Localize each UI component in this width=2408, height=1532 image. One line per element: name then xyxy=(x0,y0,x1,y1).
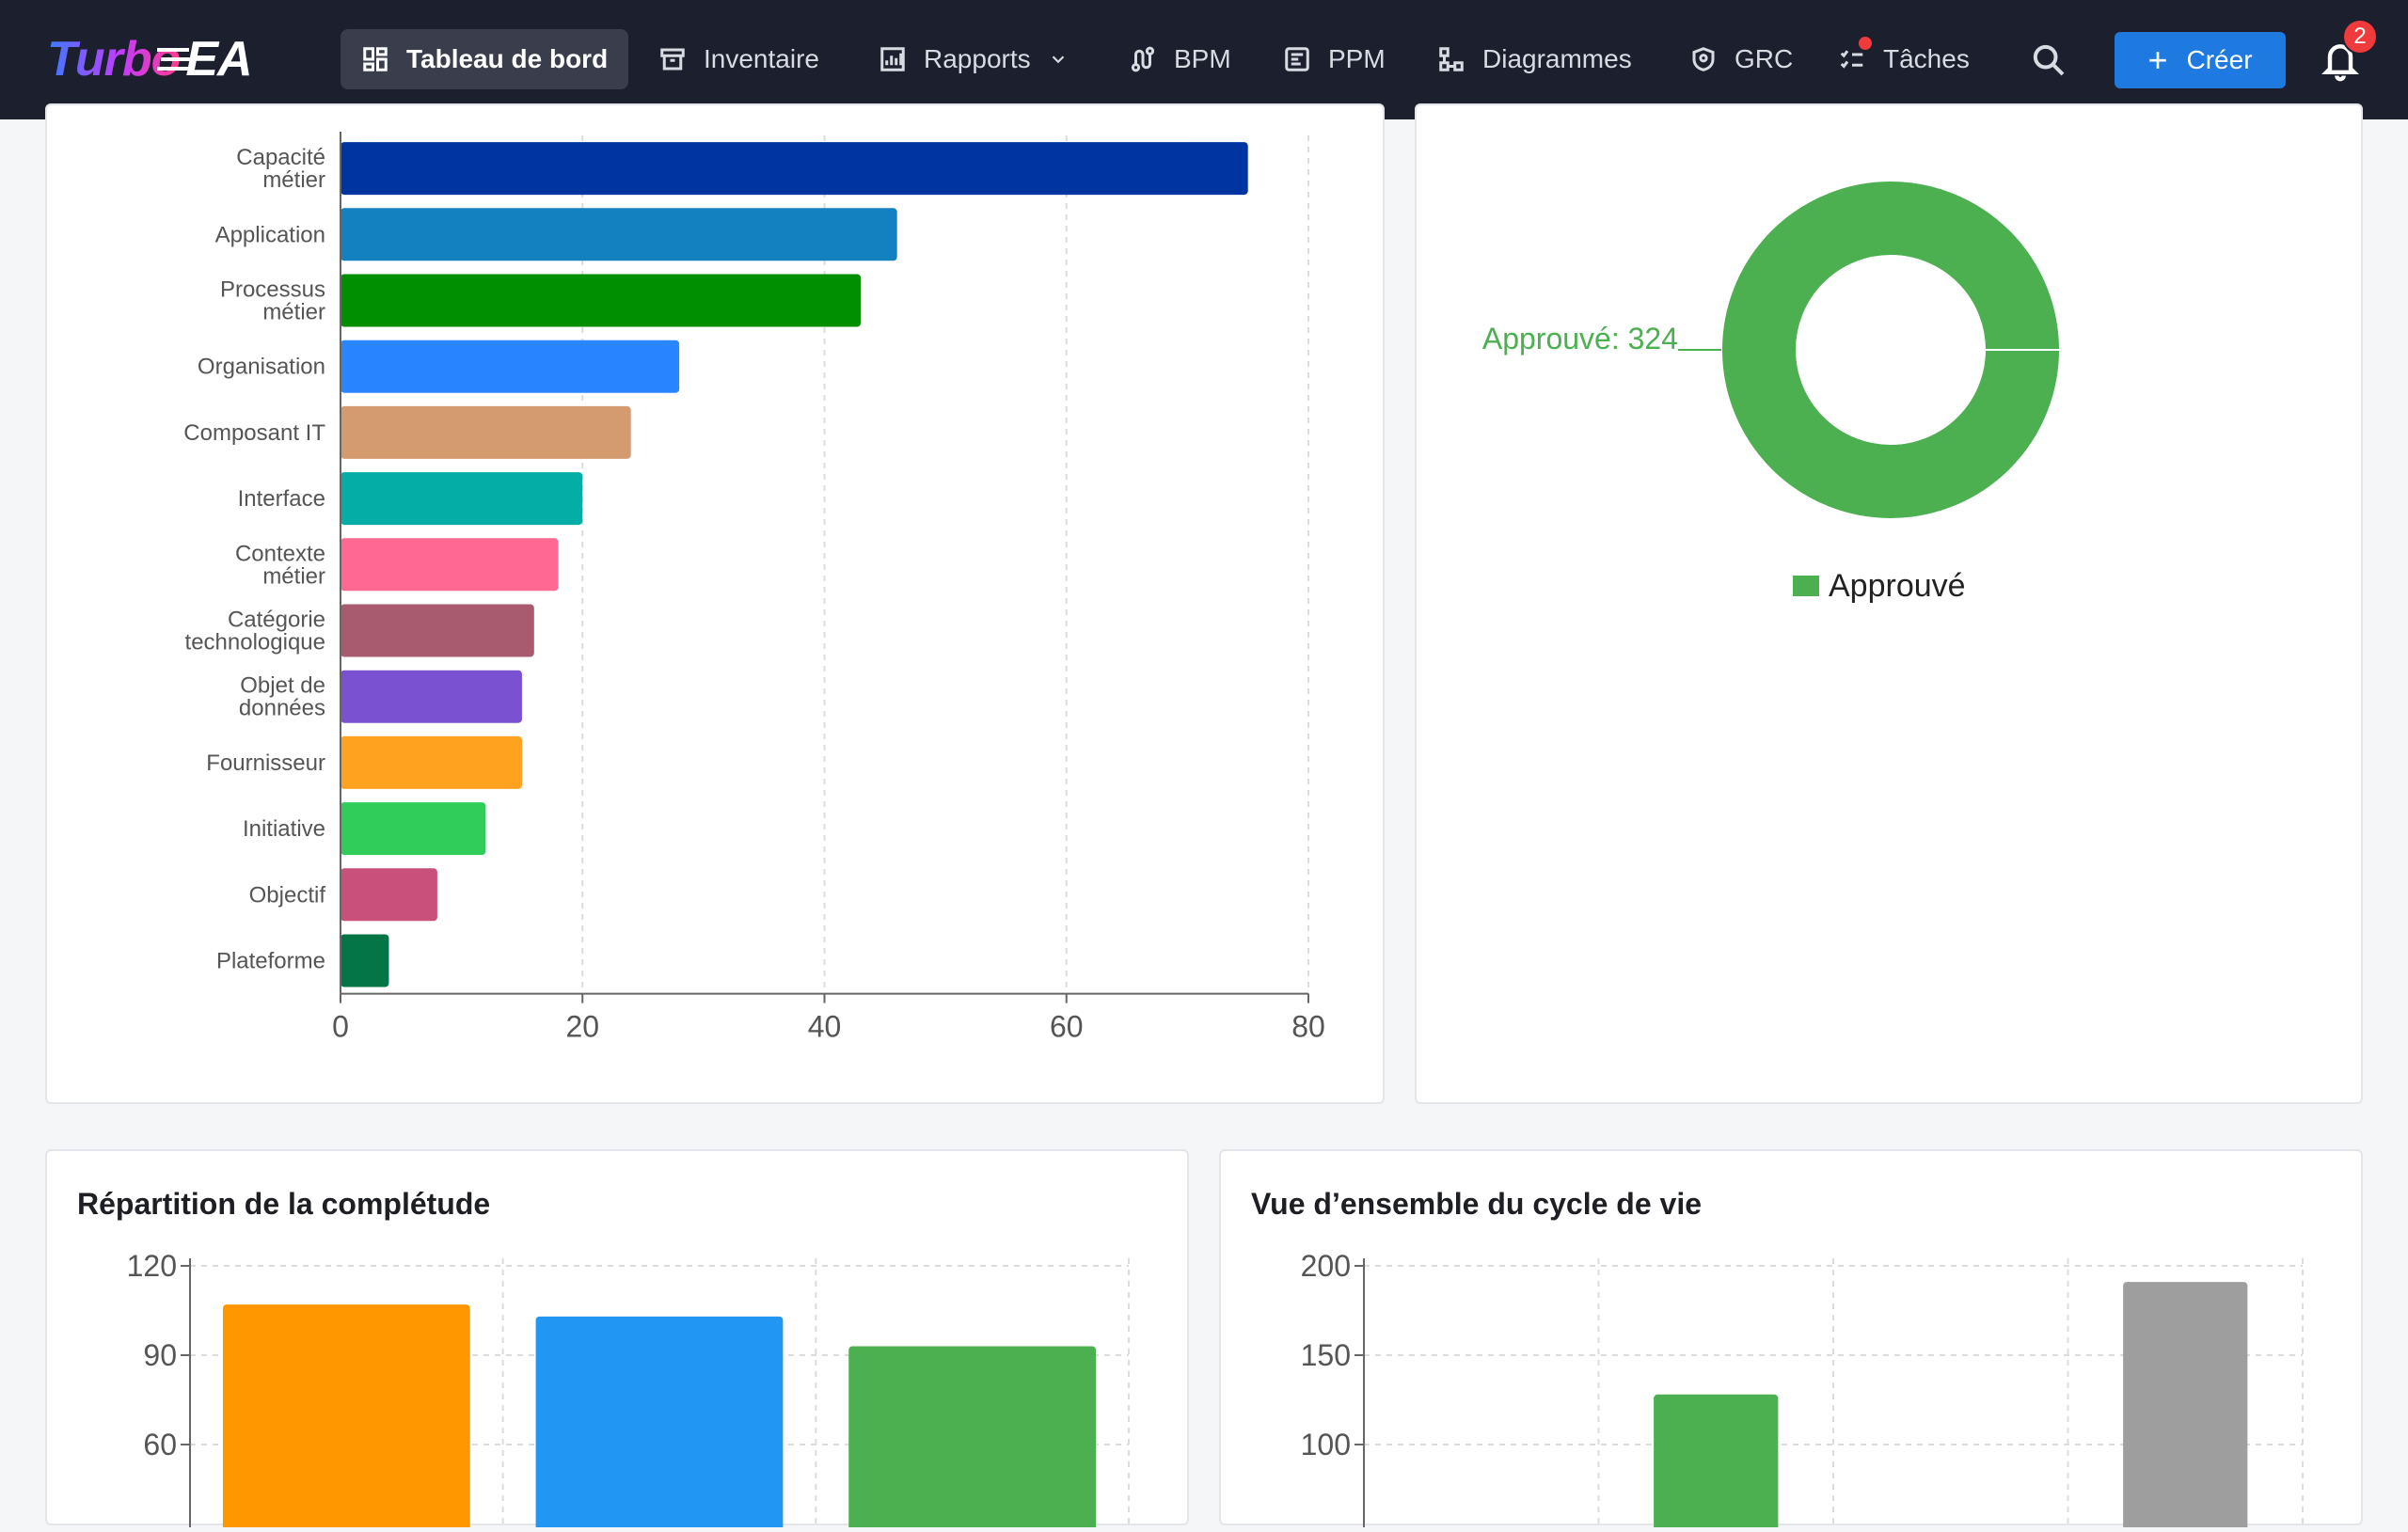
nav-item-label: Diagrammes xyxy=(1482,44,1632,73)
shield-icon xyxy=(1689,45,1718,73)
nav-item-label: PPM xyxy=(1328,44,1386,73)
bar-8[interactable] xyxy=(341,604,534,657)
category-label: Capacité métier xyxy=(236,145,325,193)
slice-data-label: Approuvé: 324 xyxy=(1482,322,1678,355)
bar-7[interactable] xyxy=(341,538,559,592)
logo-text-ea: EA xyxy=(157,31,253,87)
route-icon xyxy=(1129,45,1157,73)
category-label: Organisation xyxy=(198,355,325,380)
x-tick-label: 80 xyxy=(1291,1010,1325,1044)
top-nav-bar: Turbo EA Tableau de bord Inventaire Rapp… xyxy=(0,0,2408,119)
nav-item-label: Tableau de bord xyxy=(406,44,609,73)
x-tick-label: 40 xyxy=(808,1010,842,1044)
completeness-title: Répartition de la complétude xyxy=(77,1187,491,1221)
search-icon[interactable] xyxy=(2030,41,2067,79)
turbo-ea-logo[interactable]: Turbo EA xyxy=(47,28,253,90)
bar-6[interactable] xyxy=(341,472,583,526)
nav-item-label: Inventaire xyxy=(704,44,819,73)
legend-swatch xyxy=(1793,576,1819,596)
type-bar-chart: Capacité métier Application Processus métier… xyxy=(183,132,1325,1044)
y-tick-label: 120 xyxy=(127,1249,177,1283)
category-label: Objet de données xyxy=(239,673,325,721)
x-tick-label: 20 xyxy=(565,1010,599,1044)
category-label: Contexte métier xyxy=(235,541,325,589)
dashboard-icon xyxy=(361,45,389,73)
project-icon xyxy=(1283,45,1311,73)
nav-item-tasks[interactable]: Tâches xyxy=(1817,29,1990,89)
bar-5[interactable] xyxy=(341,405,631,459)
bar-9[interactable] xyxy=(341,670,522,723)
nav-item-dashboard[interactable]: Tableau de bord xyxy=(341,29,629,89)
card-completeness: Répartition de la complétude 60 90 120 xyxy=(45,1149,1189,1532)
bar-4[interactable] xyxy=(2123,1282,2248,1532)
report-icon xyxy=(879,45,907,73)
bar-11[interactable] xyxy=(341,802,486,856)
y-tick-label: 60 xyxy=(143,1428,177,1461)
nav-item-grc[interactable]: GRC xyxy=(1669,29,1814,89)
category-label: Application xyxy=(215,222,325,247)
lifecycle-title: Vue d’ensemble du cycle de vie xyxy=(1251,1187,1703,1221)
diagram-icon xyxy=(1437,45,1465,73)
bar-3[interactable] xyxy=(341,274,862,327)
x-tick-label: 0 xyxy=(332,1010,349,1044)
nav-item-label: Tâches xyxy=(1883,44,1970,73)
category-label: Composant IT xyxy=(183,420,325,446)
bar-4[interactable] xyxy=(341,340,680,393)
bar-2[interactable] xyxy=(341,208,897,261)
nav-item-inventory[interactable]: Inventaire xyxy=(638,29,840,89)
nav-item-label: Rapports xyxy=(924,44,1031,73)
y-tick-label: 200 xyxy=(1301,1249,1351,1283)
nav-item-diagrams[interactable]: Diagrammes xyxy=(1417,29,1653,89)
nav-item-label: GRC xyxy=(1735,44,1794,73)
bar-1[interactable] xyxy=(222,1304,470,1532)
category-label: Interface xyxy=(238,486,325,512)
bell-icon[interactable] xyxy=(2320,38,2361,83)
category-label: Fournisseur xyxy=(206,750,325,776)
task-alert-dot xyxy=(1859,37,1872,50)
category-label: Processus métier xyxy=(220,277,325,325)
nav-item-reports[interactable]: Rapports xyxy=(858,29,1089,89)
category-label: Objectif xyxy=(249,882,326,908)
completeness-bar-chart: 60 90 120 xyxy=(127,1249,1130,1532)
donut-slice-approved[interactable] xyxy=(1722,182,2059,518)
bar-1[interactable] xyxy=(341,142,1248,196)
notification-badge: 2 xyxy=(2342,19,2378,55)
nav-item-ppm[interactable]: PPM xyxy=(1262,29,1406,89)
bar-12[interactable] xyxy=(341,868,437,922)
y-tick-label: 150 xyxy=(1301,1338,1351,1372)
category-label: Initiative xyxy=(243,816,325,842)
nav-item-bpm[interactable]: BPM xyxy=(1108,29,1252,89)
category-label: Plateforme xyxy=(216,949,325,974)
y-tick-label: 90 xyxy=(143,1338,177,1372)
plus-icon: + xyxy=(2147,40,2168,79)
create-button-label: Créer xyxy=(2186,45,2253,74)
bar-10[interactable] xyxy=(341,735,522,789)
bar-13[interactable] xyxy=(341,934,389,987)
nav-item-label: BPM xyxy=(1174,44,1231,73)
x-tick-label: 60 xyxy=(1050,1010,1084,1044)
legend-label[interactable]: Approuvé xyxy=(1829,568,1966,604)
bar-3[interactable] xyxy=(848,1346,1097,1532)
bar-2[interactable] xyxy=(535,1316,784,1532)
chevron-down-icon xyxy=(1048,49,1069,70)
lifecycle-bar-chart: 100 150 200 xyxy=(1301,1249,2304,1532)
y-tick-label: 100 xyxy=(1301,1428,1351,1461)
card-approval-status: Approuvé: 324 Approuvé xyxy=(1415,103,2363,1104)
create-button[interactable]: + Créer xyxy=(2115,32,2286,88)
card-lifecycle: Vue d’ensemble du cycle de vie 100 150 200 xyxy=(1219,1149,2363,1532)
archive-icon xyxy=(658,45,687,73)
card-type-distribution: Capacité métier Application Processus métier… xyxy=(45,103,1385,1104)
bar-2[interactable] xyxy=(1654,1394,1779,1532)
category-label: Catégorie technologique xyxy=(185,608,325,655)
logo-text-turbo: Turbo xyxy=(47,32,181,87)
checklist-icon xyxy=(1838,45,1866,73)
approval-donut-chart: Approuvé: 324 Approuvé xyxy=(1482,182,2060,604)
